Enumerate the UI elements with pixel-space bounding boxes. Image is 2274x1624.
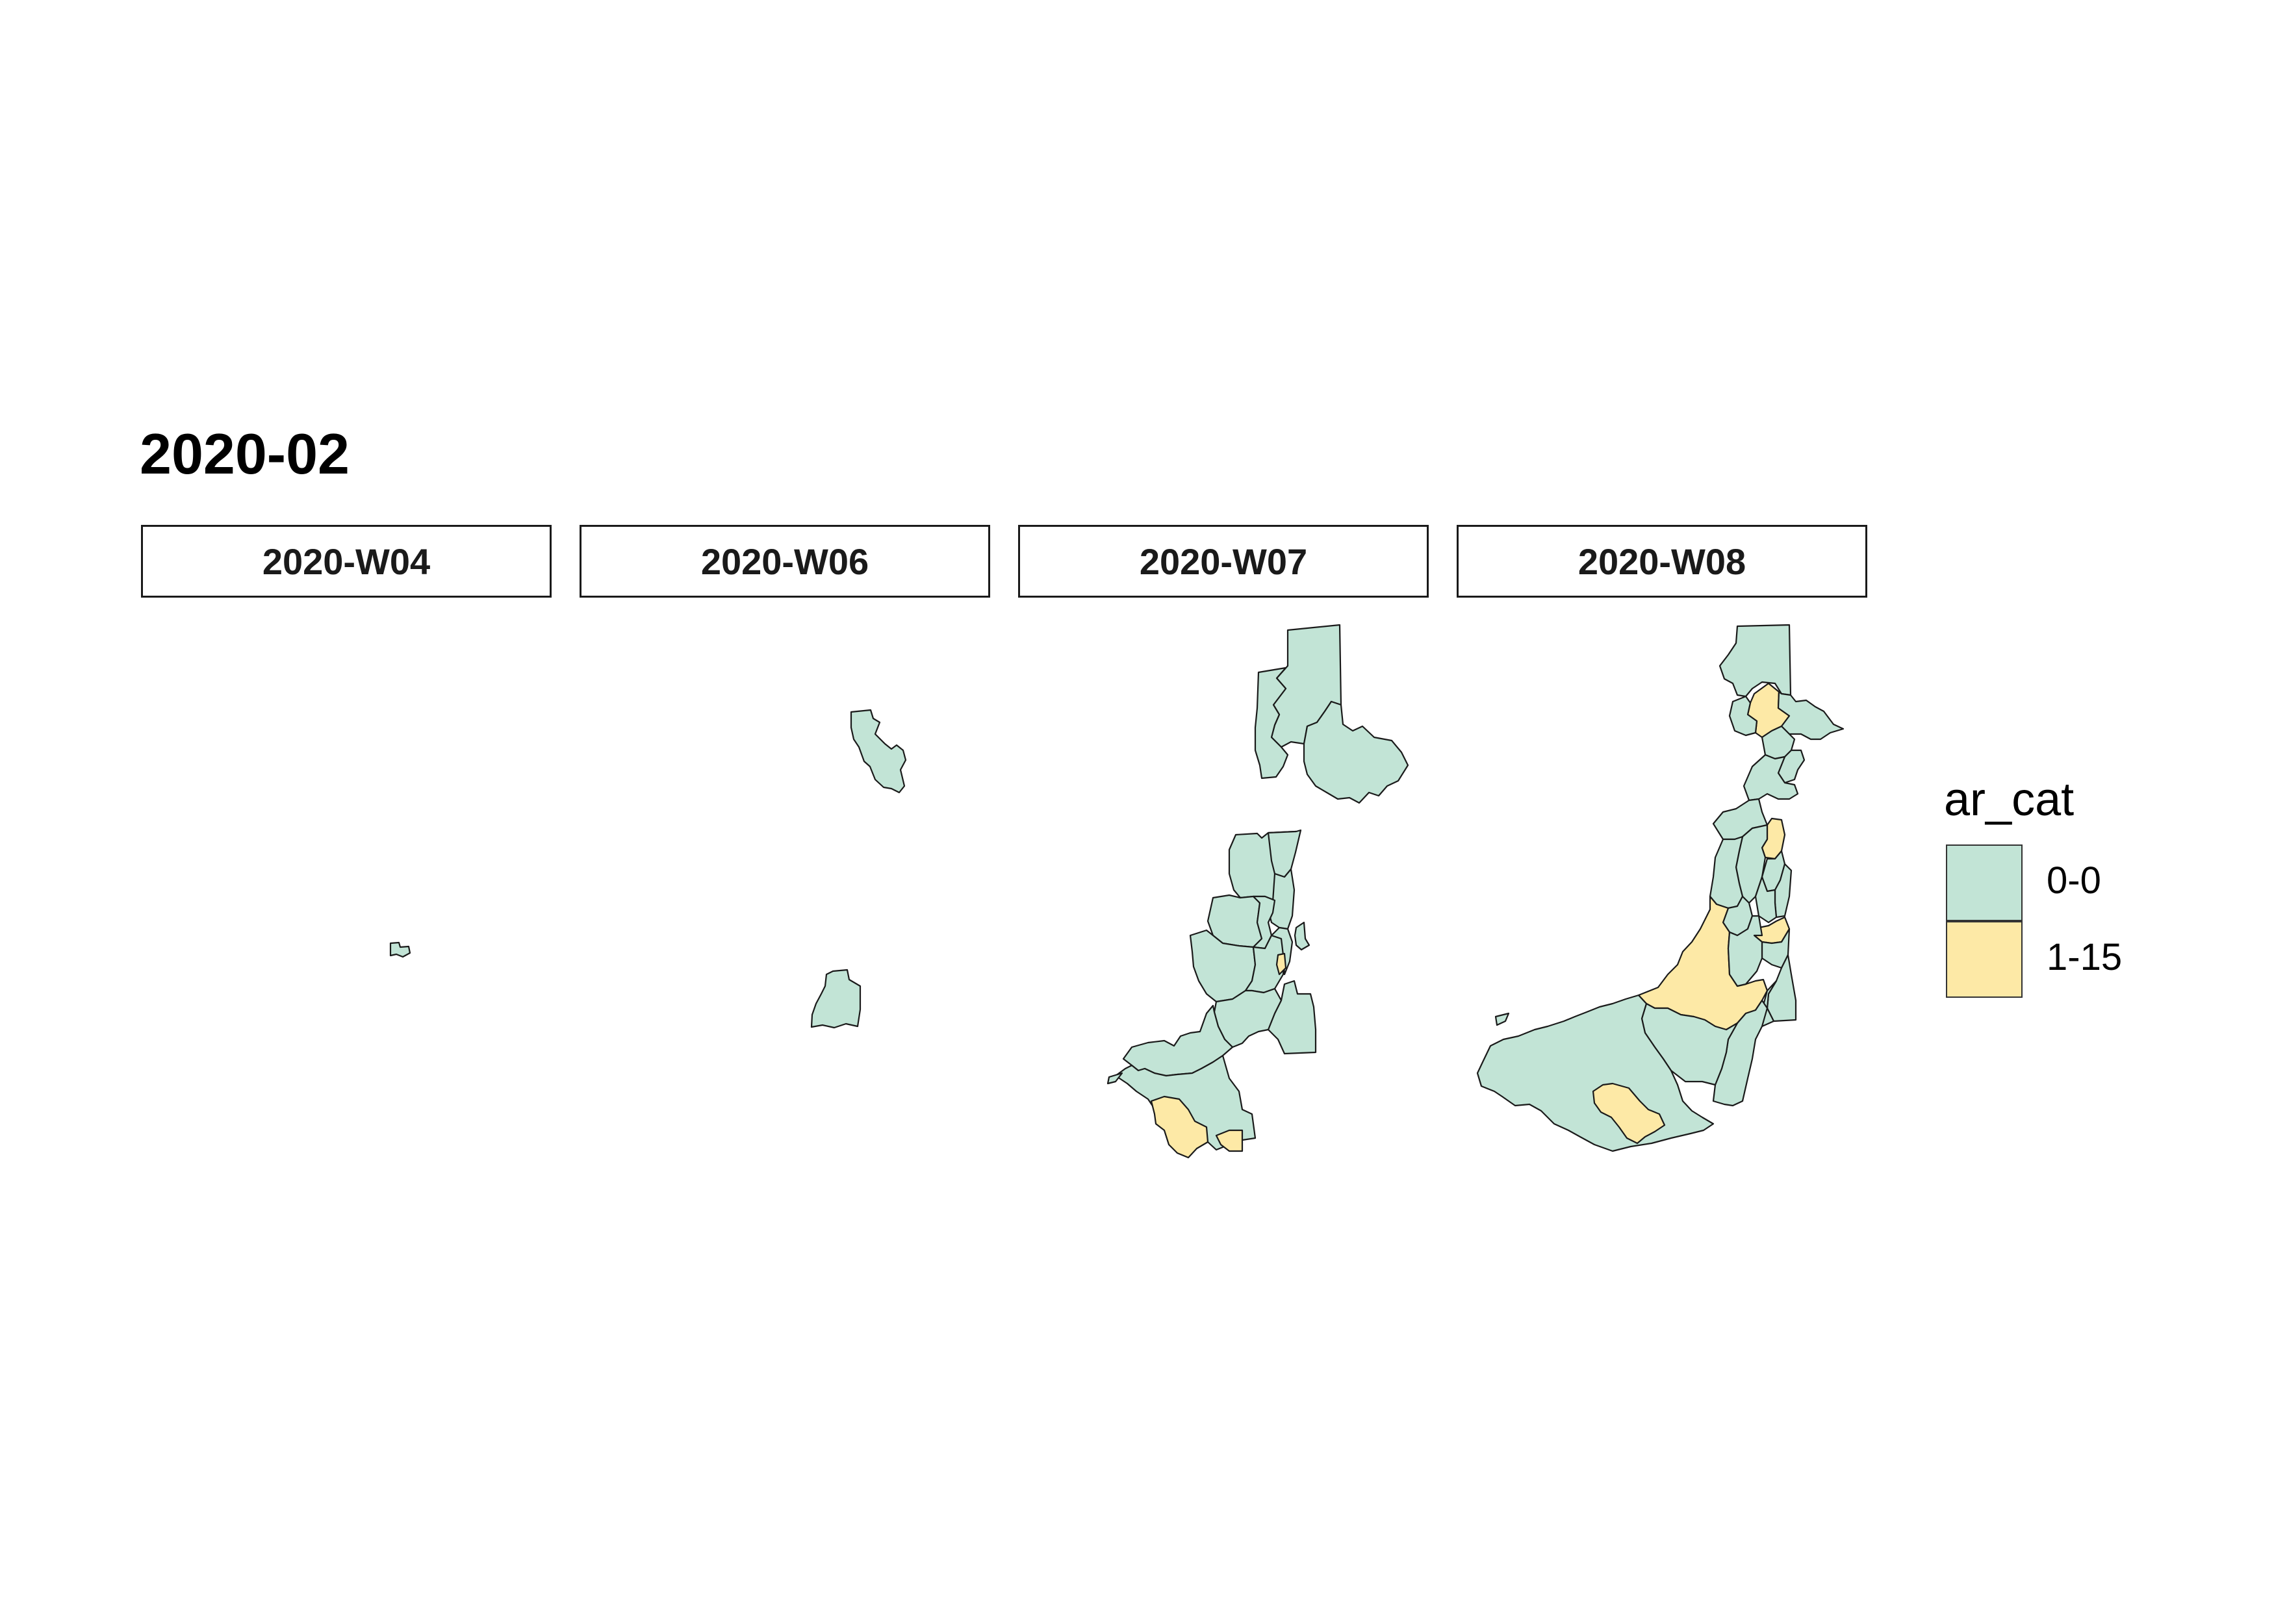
plot-title: 2020-02 (140, 422, 350, 486)
legend-key-1-15 (1946, 921, 2023, 998)
region (1303, 700, 1409, 804)
facet-strip-w08: 2020-W08 (1457, 525, 1867, 598)
region (1592, 1082, 1666, 1145)
region (1150, 1095, 1209, 1159)
legend-key-0-0 (1946, 844, 2023, 921)
region (1718, 624, 1792, 698)
legend-title: ar_cat (1944, 774, 2075, 826)
facet-strip-w04: 2020-W04 (141, 525, 552, 598)
map-panel-w07 (1106, 624, 1409, 1159)
region (1275, 952, 1287, 976)
facet-strip-w07: 2020-W07 (1018, 525, 1429, 598)
region (1270, 926, 1294, 976)
region (1754, 876, 1778, 924)
region (1494, 1012, 1510, 1026)
region (1709, 835, 1744, 909)
legend-label-1-15: 1-15 (2047, 936, 2123, 978)
legend-label-0-0: 0-0 (2047, 859, 2101, 902)
region (1728, 695, 1758, 737)
region (1727, 915, 1763, 987)
map-panel-w08 (1476, 624, 1845, 1152)
facet-strip-w06: 2020-W06 (580, 525, 990, 598)
map-panel-w06 (810, 709, 907, 1029)
region (1777, 691, 1845, 741)
region (850, 709, 907, 794)
region (1267, 829, 1302, 878)
region (1215, 1129, 1244, 1152)
map-panel-w04 (389, 941, 411, 958)
region (389, 941, 411, 958)
region (1106, 1072, 1123, 1085)
region (1254, 666, 1289, 780)
region (810, 969, 862, 1029)
region (1294, 921, 1310, 951)
